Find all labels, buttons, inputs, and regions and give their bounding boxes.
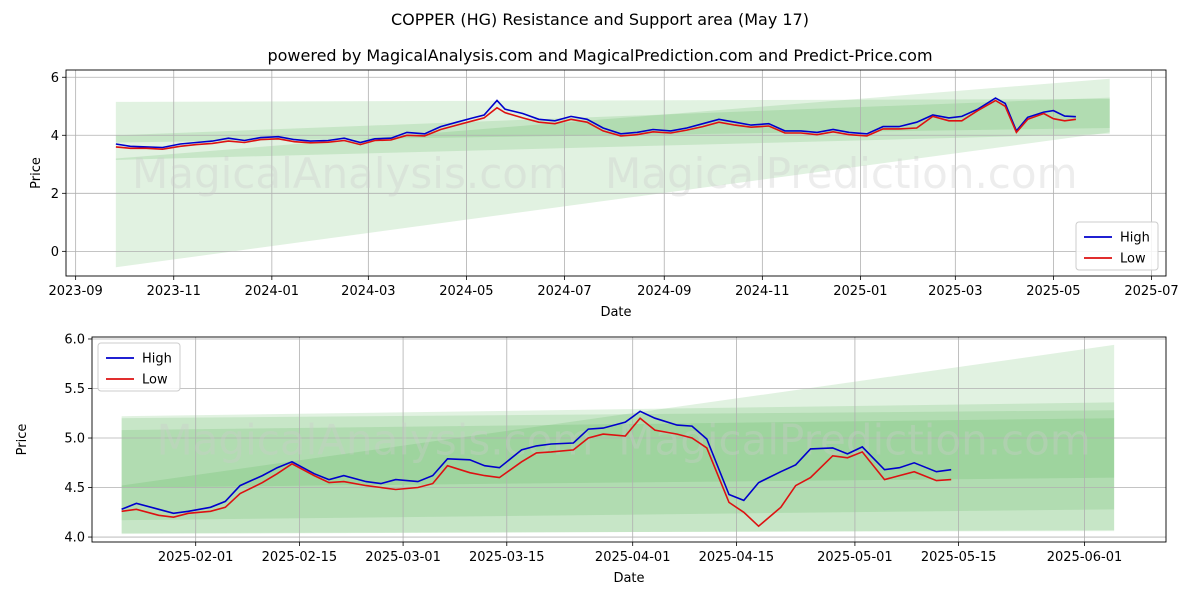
y-axis-label: Price (29, 157, 44, 189)
series-line-high (121, 410, 952, 515)
y-tick-label: 4.5 (64, 481, 85, 496)
watermark-text: MagicalAnalysis.com (132, 149, 569, 198)
chart-title: COPPER (HG) Resistance and Support area … (391, 10, 809, 29)
y-tick-label: 6.0 (64, 332, 85, 347)
plot-frame (91, 336, 1167, 543)
series-line-low (121, 417, 952, 528)
x-axis-label: Date (613, 571, 644, 586)
x-tick-label: 2024-11 (735, 284, 789, 299)
x-tick-label: 2025-04-01 (595, 550, 671, 565)
y-tick-label: 5.5 (64, 382, 85, 397)
plot-frame (65, 69, 1167, 277)
x-tick-label: 2024-05 (439, 284, 493, 299)
panel-1: 2023-09 2023-11 2024-01 2024-03 2024-05 2024-… (29, 69, 1179, 320)
legend: High Low (97, 342, 181, 392)
y-tick-label: 2 (51, 187, 59, 202)
x-tick-label: 2024-07 (537, 284, 591, 299)
x-tick-label: 2025-01 (833, 284, 887, 299)
x-tick-label: 2023-11 (147, 284, 201, 299)
x-tick-label: 2024-03 (341, 284, 395, 299)
x-tick-label: 2023-09 (48, 284, 102, 299)
series-line-high (115, 97, 1076, 149)
legend-label-high: High (142, 352, 172, 367)
band-3 (121, 402, 1115, 488)
band-1 (121, 418, 1115, 521)
legend-label-high: High (1120, 231, 1150, 246)
x-tick-label: 2025-07 (1124, 284, 1178, 299)
watermark-text: MagicalPrediction.com (605, 149, 1078, 198)
legend-box (97, 342, 181, 392)
legend-label-low: Low (1120, 252, 1146, 267)
x-tick-label: 2025-03 (928, 284, 982, 299)
x-tick-label: 2025-02-01 (158, 550, 234, 565)
x-tick-label: 2024-01 (245, 284, 299, 299)
band-2 (121, 410, 1115, 534)
x-tick-label: 2025-05-01 (817, 550, 893, 565)
x-tick-label: 2024-09 (637, 284, 691, 299)
x-tick-label: 2025-05-15 (921, 550, 997, 565)
band-1 (115, 99, 1110, 143)
legend-box (1075, 221, 1159, 271)
y-tick-label: 0 (51, 245, 59, 260)
y-axis-label: Price (15, 424, 30, 456)
chart-subtitle: powered by MagicalAnalysis.com and Magic… (267, 46, 933, 65)
band-3 (115, 78, 1110, 268)
y-tick-label: 4 (51, 129, 59, 144)
watermark-text: MagicalAnalysis.com (156, 416, 593, 465)
x-tick-label: 2025-03-15 (469, 550, 545, 565)
series-line-low (115, 99, 1077, 151)
y-tick-label: 6 (51, 71, 59, 86)
legend-label-low: Low (142, 373, 168, 388)
x-tick-label: 2025-02-15 (262, 550, 338, 565)
x-axis-label: Date (600, 305, 631, 320)
x-tick-label: 2025-06-01 (1047, 550, 1123, 565)
y-tick-label: 5.0 (64, 432, 85, 447)
legend: High Low (1075, 221, 1159, 271)
watermark-text: MagicalPrediction.com (618, 416, 1091, 465)
x-tick-label: 2025-04-15 (699, 550, 775, 565)
y-tick-label: 4.0 (64, 531, 85, 546)
panel-2: 2025-02-01 2025-02-15 2025-03-01 2025-03-15… (15, 332, 1167, 586)
x-tick-label: 2025-03-01 (365, 550, 441, 565)
x-tick-label: 2025-05 (1026, 284, 1080, 299)
band-2 (115, 97, 1110, 160)
